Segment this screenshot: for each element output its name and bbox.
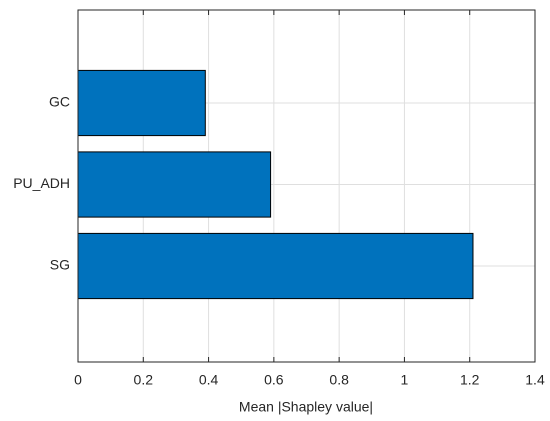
x-tick-label: 1.4: [525, 372, 545, 388]
axes-box: [77, 9, 536, 363]
y-tick-label: PU_ADH: [13, 175, 70, 191]
x-axis-label: Mean |Shapley value|: [239, 399, 373, 415]
x-tick-label: 0: [74, 372, 82, 388]
bar: [77, 151, 272, 218]
y-tick-label: GC: [49, 94, 70, 110]
x-tick-label: 1.2: [460, 372, 480, 388]
x-tick-label: 0.8: [329, 372, 349, 388]
x-tick-label: 0.4: [199, 372, 219, 388]
bar: [77, 69, 206, 137]
bar: [77, 232, 474, 300]
x-tick-label: 0.6: [264, 372, 284, 388]
y-tick-label: SG: [50, 257, 70, 273]
x-tick-label: 1: [401, 372, 409, 388]
x-tick-label: 0.2: [134, 372, 154, 388]
